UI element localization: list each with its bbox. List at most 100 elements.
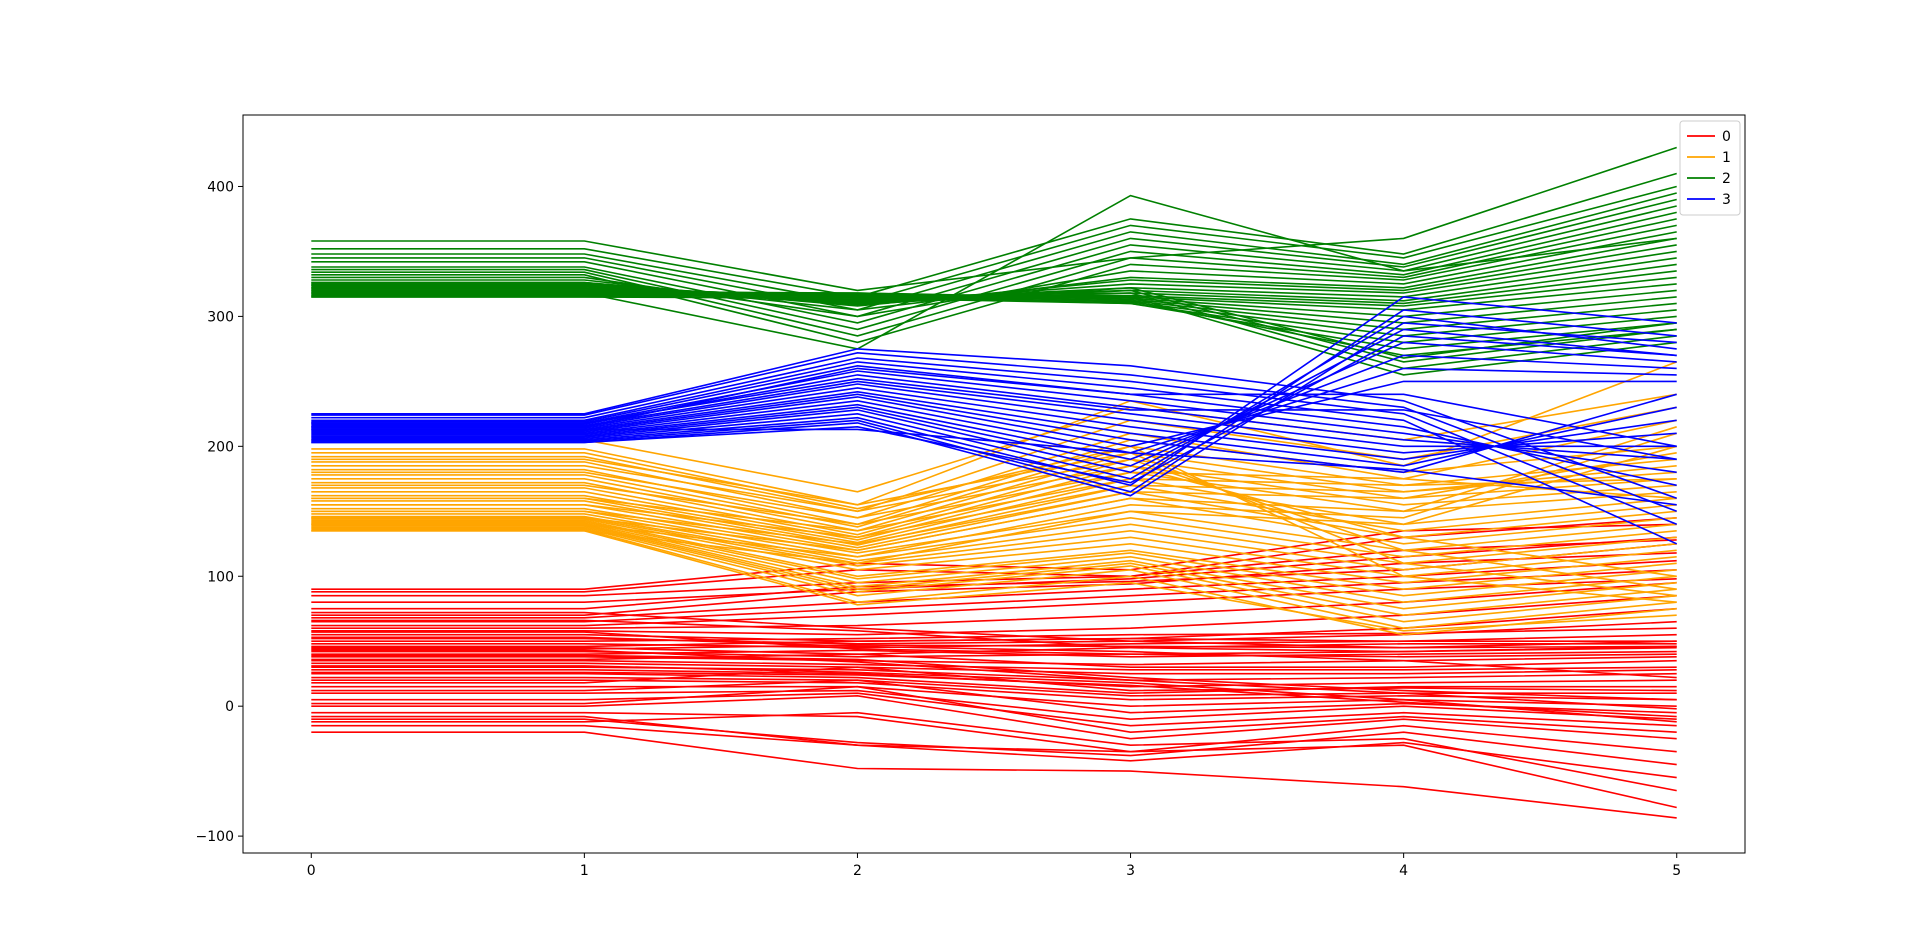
- series-1-line-1: [311, 361, 1677, 506]
- y-tick-label: −100: [196, 829, 234, 845]
- series-1-line-19: [311, 518, 1677, 584]
- series-2-line-2: [311, 185, 1677, 305]
- y-tick-label: 400: [207, 179, 234, 195]
- series-1-line-35: [311, 471, 1677, 526]
- series-1-line-2: [311, 406, 1677, 513]
- y-tick-label: 300: [207, 309, 234, 325]
- series-1-line-16: [311, 513, 1677, 565]
- series-1-line-38: [311, 451, 1677, 597]
- series-0-line-41: [311, 611, 1677, 649]
- series-0-line-5: [311, 559, 1677, 619]
- series-0: [311, 517, 1677, 819]
- series-1-line-33: [311, 465, 1677, 539]
- plot-frame: [242, 114, 1746, 854]
- series-3-line-19: [311, 309, 1677, 493]
- series-1-line-9: [311, 471, 1677, 541]
- series-2: [311, 146, 1677, 376]
- series-0-line-43: [311, 631, 1677, 658]
- series-1-line-11: [311, 484, 1677, 546]
- series-0-line-9: [311, 594, 1677, 636]
- series-1-line-12: [311, 490, 1677, 549]
- series-3-line-17: [311, 315, 1677, 480]
- series-0-line-34: [311, 711, 1677, 753]
- series-2-line-24: [311, 294, 1677, 357]
- y-tick-label: 200: [207, 439, 234, 455]
- x-axis: 0 1 2 3 4 5: [307, 853, 1681, 879]
- legend: 0 1 2 3: [1679, 120, 1741, 216]
- series-0-line-33: [311, 694, 1677, 740]
- series-1-line-17: [311, 515, 1677, 571]
- series-3-line-0: [311, 348, 1677, 500]
- series-0-line-45: [311, 649, 1677, 710]
- series-3-line-7: [311, 380, 1677, 448]
- series-3-line-1: [311, 351, 1677, 513]
- series-0-line-4: [311, 552, 1677, 617]
- series-0-line-49: [311, 666, 1677, 692]
- series-1-line-36: [311, 464, 1677, 578]
- series-3-line-14: [311, 354, 1677, 461]
- series-1-line-27: [311, 528, 1677, 636]
- series-3-line-23: [311, 367, 1677, 448]
- series-0-line-21: [311, 659, 1677, 671]
- x-tick-label: 4: [1399, 863, 1408, 879]
- series-3-line-9: [311, 387, 1677, 461]
- series-3: [311, 296, 1678, 545]
- series-0-line-12: [311, 627, 1677, 643]
- series-2-line-6: [311, 211, 1677, 331]
- series-1-line-7: [311, 458, 1677, 536]
- series-1-line-4: [311, 438, 1677, 526]
- series-0-line-48: [311, 671, 1677, 718]
- series-1-line-39: [311, 445, 1677, 603]
- y-axis: −100 0 100 200 300 400: [196, 179, 243, 845]
- series-1-line-24: [311, 524, 1677, 617]
- series-0-line-46: [311, 654, 1677, 701]
- series-0-line-20: [311, 653, 1677, 669]
- series-3-line-13: [311, 367, 1677, 454]
- series-3-line-18: [311, 296, 1677, 487]
- x-tick-label: 1: [580, 863, 589, 879]
- series-1-line-14: [311, 507, 1677, 554]
- series-2-line-3: [311, 192, 1677, 311]
- series-3-line-2: [311, 357, 1678, 526]
- x-tick-label: 3: [1126, 863, 1135, 879]
- series-0-line-23: [311, 666, 1677, 682]
- x-tick-label: 0: [307, 863, 316, 879]
- legend-label-1: 1: [1722, 150, 1731, 166]
- series-1-line-8: [311, 464, 1677, 539]
- series-3-line-21: [311, 335, 1677, 484]
- series-0-line-26: [311, 676, 1677, 697]
- legend-label-2: 2: [1722, 171, 1731, 187]
- series-3-line-6: [311, 374, 1677, 461]
- series-2-line-29: [311, 281, 1677, 359]
- series-1-line-30: [311, 432, 1677, 558]
- series-1-line-25: [311, 526, 1677, 623]
- series-0-line-44: [311, 636, 1677, 679]
- series-3-line-12: [311, 380, 1677, 448]
- series-3-line-4: [311, 364, 1677, 487]
- series-2-line-0: [311, 146, 1677, 292]
- series-0-line-7: [311, 578, 1677, 627]
- series-0-line-30: [311, 689, 1677, 721]
- series-0-line-38: [311, 711, 1677, 792]
- series-1-line-20: [311, 519, 1677, 591]
- series-3-line-22: [311, 428, 1677, 506]
- series-lines: [311, 146, 1678, 819]
- series-0-line-19: [311, 655, 1677, 666]
- x-tick-label: 5: [1672, 863, 1681, 879]
- series-0-line-39: [311, 715, 1677, 809]
- series-2-line-1: [311, 172, 1677, 298]
- series-0-line-37: [311, 731, 1677, 819]
- series-0-line-47: [311, 665, 1677, 723]
- series-3-line-15: [311, 341, 1677, 467]
- x-tick-label: 2: [853, 863, 862, 879]
- series-1-line-32: [311, 452, 1677, 545]
- series-0-line-18: [311, 649, 1677, 658]
- series-0-line-32: [311, 685, 1677, 734]
- series-1-line-26: [311, 527, 1677, 630]
- series-1-line-5: [311, 445, 1677, 528]
- y-tick-label: 0: [225, 699, 234, 715]
- legend-box: [1679, 120, 1741, 216]
- series-0-line-25: [311, 672, 1677, 695]
- series-3-line-11: [311, 393, 1677, 474]
